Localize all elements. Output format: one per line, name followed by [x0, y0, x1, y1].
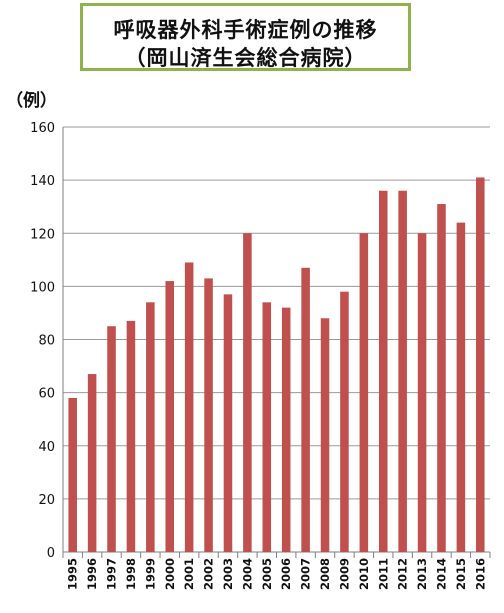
bar	[184, 262, 194, 552]
chart-title: 呼吸器外科手術症例の推移	[113, 18, 378, 42]
bar	[340, 291, 349, 552]
x-tick-label: 2008	[318, 558, 332, 590]
x-tick-label: 2002	[202, 558, 216, 590]
bar	[262, 302, 272, 552]
x-tick-label: 2012	[396, 558, 410, 590]
x-tick-label: 2011	[376, 558, 390, 590]
chart-title-box: 呼吸器外科手術症例の推移 （岡山済生会総合病院）	[80, 3, 411, 71]
bar	[359, 233, 369, 552]
bar	[417, 233, 427, 552]
x-tick-label: 2009	[337, 558, 351, 590]
x-tick-label: 2004	[240, 558, 254, 590]
x-tick-label: 2000	[163, 558, 177, 590]
bar	[437, 204, 446, 552]
bar	[146, 302, 155, 552]
x-tick-label: 2003	[221, 558, 235, 590]
y-tick-label: 80	[38, 334, 55, 349]
y-tick-label: 40	[38, 440, 55, 455]
y-tick-label: 140	[30, 174, 55, 189]
y-tick-label: 100	[30, 280, 55, 295]
bar	[204, 278, 213, 552]
y-tick-label: 20	[38, 493, 55, 508]
bar	[107, 326, 116, 552]
x-tick-label: 1998	[124, 558, 138, 590]
bar	[476, 177, 485, 552]
x-tick-label: 1997	[105, 558, 119, 590]
y-tick-label: 0	[47, 546, 55, 561]
bar	[281, 307, 291, 552]
x-tick-label: 1995	[66, 558, 80, 590]
bar	[456, 222, 466, 552]
y-tick-label: 160	[30, 121, 55, 136]
x-tick-label: 1999	[143, 558, 157, 590]
y-tick-label: 120	[30, 227, 55, 242]
bar	[378, 190, 388, 552]
x-tick-label: 2016	[473, 558, 487, 590]
chart-subtitle: （岡山済生会総合病院）	[124, 46, 367, 70]
bar	[126, 320, 136, 552]
bar	[165, 281, 175, 552]
x-tick-label: 2013	[415, 558, 429, 590]
bar	[301, 267, 310, 552]
bar	[243, 233, 252, 552]
y-tick-label: 60	[38, 387, 55, 402]
x-tick-label: 2006	[279, 558, 293, 590]
bar	[320, 318, 330, 552]
bar	[398, 190, 407, 552]
x-tick-label: 2014	[434, 558, 448, 590]
x-tick-label: 2010	[357, 558, 371, 590]
x-tick-label: 2001	[182, 558, 196, 590]
y-axis-unit-label: （例）	[6, 91, 57, 111]
x-tick-label: 2007	[299, 558, 313, 590]
bar	[223, 294, 233, 552]
bar	[87, 374, 97, 552]
bar	[68, 397, 77, 552]
x-tick-label: 2005	[260, 558, 274, 590]
x-tick-label: 2015	[454, 558, 468, 590]
x-tick-label: 1996	[85, 558, 99, 590]
